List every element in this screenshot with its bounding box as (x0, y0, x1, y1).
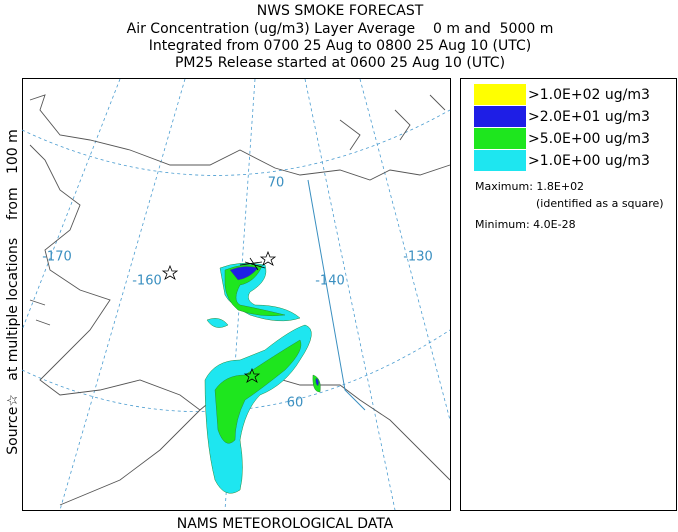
legend-swatch (474, 106, 526, 127)
legend-swatch (474, 128, 526, 149)
plume (204, 262, 321, 494)
source-markers (161, 250, 277, 383)
plume-contour (206, 318, 229, 328)
legend-label: >1.0E+02 ug/m3 (528, 87, 650, 103)
legend-label: >1.0E+00 ug/m3 (528, 153, 650, 169)
minimum: Minimum: 4.0E-28 (475, 218, 576, 231)
plume-contour (214, 339, 302, 444)
title: NWS SMOKE FORECAST (257, 3, 424, 19)
header-line: PM25 Release started at 0600 25 Aug 10 (… (175, 55, 505, 71)
latitude-label: 70 (268, 176, 285, 191)
latitude-label: 60 (287, 396, 304, 411)
header-line: Integrated from 0700 25 Aug to 0800 25 A… (149, 38, 532, 54)
legend-label: >2.0E+01 ug/m3 (528, 109, 650, 125)
longitude-label: -160 (132, 274, 162, 289)
legend: >1.0E+02 ug/m3 >2.0E+01 ug/m3 >5.0E+00 ug/… (474, 84, 650, 171)
border (307, 179, 366, 411)
maximum: Maximum: 1.8E+02 (475, 180, 584, 193)
footer: NAMS METEOROLOGICAL DATA (177, 516, 394, 532)
plume-contour (229, 266, 259, 281)
side-label: Source☆ at multiple locations from 100 m (5, 129, 21, 455)
plume-contour (315, 377, 319, 387)
longitude-label: -130 (403, 250, 433, 265)
maximum-note: (identified as a square) (536, 197, 664, 210)
legend-swatch (474, 150, 526, 171)
map: -170 -160 -140 -130 70 60 (21, 78, 451, 511)
header-line: Air Concentration (ug/m3) Layer Average … (127, 21, 554, 37)
legend-label: >5.0E+00 ug/m3 (528, 131, 650, 147)
longitude-label: -170 (42, 250, 72, 265)
legend-swatch (474, 84, 526, 105)
longitude-label: -140 (315, 274, 345, 289)
